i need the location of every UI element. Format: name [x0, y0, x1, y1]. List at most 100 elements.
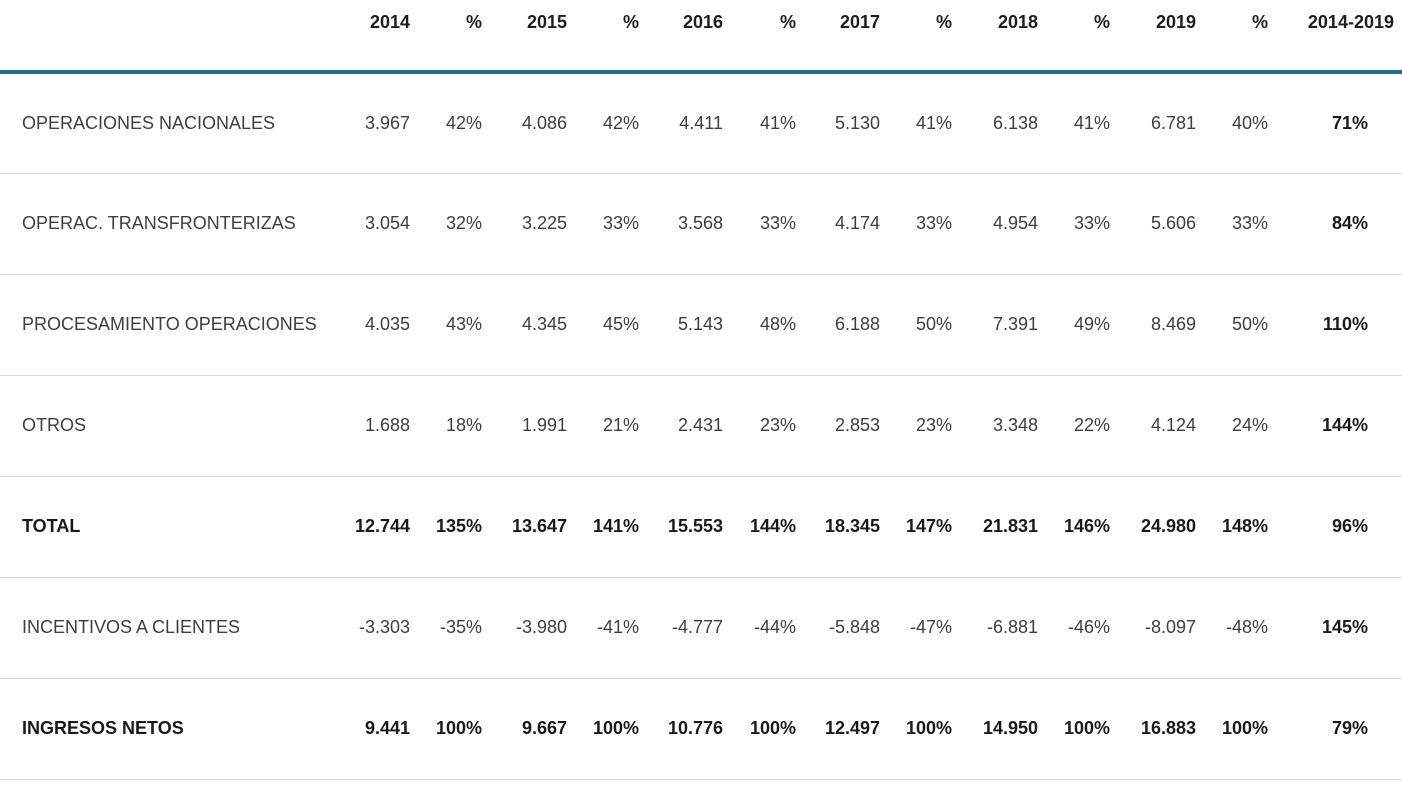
- cell: 100%: [416, 678, 488, 780]
- column-header-2015: 2015: [488, 0, 573, 74]
- column-header-pct-2014: %: [416, 0, 488, 74]
- cell: 10.776: [645, 678, 729, 780]
- cell: -41%: [573, 577, 645, 679]
- cell: 100%: [729, 678, 802, 780]
- table-header: 2014 % 2015 % 2016 % 2017 % 2018 % 2019 …: [0, 0, 1402, 74]
- cell: 148%: [1202, 476, 1274, 578]
- cell-total-variation: 144%: [1274, 375, 1402, 477]
- cell: 3.967: [340, 72, 416, 174]
- cell: 3.225: [488, 173, 573, 275]
- cell: 33%: [886, 173, 958, 275]
- cell: 3.054: [340, 173, 416, 275]
- cell: 18%: [416, 375, 488, 477]
- cell: 33%: [729, 173, 802, 275]
- cell: 141%: [573, 476, 645, 578]
- cell: 13.647: [488, 476, 573, 578]
- cell: 1.688: [340, 375, 416, 477]
- cell: 135%: [416, 476, 488, 578]
- cell: 14.950: [958, 678, 1044, 780]
- cell: -44%: [729, 577, 802, 679]
- cell: 6.188: [802, 274, 886, 376]
- cell: -46%: [1044, 577, 1116, 679]
- cell: 147%: [886, 476, 958, 578]
- cell: 5.143: [645, 274, 729, 376]
- cell: 12.744: [340, 476, 416, 578]
- row-label: PROCESAMIENTO OPERACIONES: [0, 274, 340, 376]
- cell-total-variation: 145%: [1274, 577, 1402, 679]
- cell: 2.431: [645, 375, 729, 477]
- cell: 23%: [729, 375, 802, 477]
- cell: 40%: [1202, 72, 1274, 174]
- cell: 6.781: [1116, 72, 1202, 174]
- cell-total-variation: 96%: [1274, 476, 1402, 578]
- cell: 21.831: [958, 476, 1044, 578]
- cell: -48%: [1202, 577, 1274, 679]
- table-row-net-income: INGRESOS NETOS 9.441 100% 9.667 100% 10.…: [0, 678, 1402, 780]
- cell: 21%: [573, 375, 645, 477]
- table-row: OPERAC. TRANSFRONTERIZAS 3.054 32% 3.225…: [0, 173, 1402, 275]
- column-header-2018: 2018: [958, 0, 1044, 74]
- cell: 41%: [1044, 72, 1116, 174]
- cell: 18.345: [802, 476, 886, 578]
- column-header-2014-2019: 2014-2019: [1274, 0, 1402, 74]
- column-header-pct-2016: %: [729, 0, 802, 74]
- cell: 23%: [886, 375, 958, 477]
- cell: 100%: [886, 678, 958, 780]
- row-label: OPERACIONES NACIONALES: [0, 72, 340, 174]
- cell: 41%: [886, 72, 958, 174]
- cell: 43%: [416, 274, 488, 376]
- cell: 100%: [1044, 678, 1116, 780]
- cell: 4.174: [802, 173, 886, 275]
- column-header-pct-2017: %: [886, 0, 958, 74]
- cell-total-variation: 79%: [1274, 678, 1402, 780]
- cell: 6.138: [958, 72, 1044, 174]
- cell: 24%: [1202, 375, 1274, 477]
- cell-total-variation: 84%: [1274, 173, 1402, 275]
- cell: 146%: [1044, 476, 1116, 578]
- cell: 144%: [729, 476, 802, 578]
- cell: 4.086: [488, 72, 573, 174]
- table-body: OPERACIONES NACIONALES 3.967 42% 4.086 4…: [0, 72, 1402, 780]
- cell: -4.777: [645, 577, 729, 679]
- cell: 12.497: [802, 678, 886, 780]
- cell: 1.991: [488, 375, 573, 477]
- column-header-pct-2015: %: [573, 0, 645, 74]
- row-label: OTROS: [0, 375, 340, 477]
- column-header-2016: 2016: [645, 0, 729, 74]
- cell: -5.848: [802, 577, 886, 679]
- cell: -6.881: [958, 577, 1044, 679]
- cell: 41%: [729, 72, 802, 174]
- cell: 4.124: [1116, 375, 1202, 477]
- cell: -8.097: [1116, 577, 1202, 679]
- cell: -35%: [416, 577, 488, 679]
- cell: 50%: [1202, 274, 1274, 376]
- table-row: OTROS 1.688 18% 1.991 21% 2.431 23% 2.85…: [0, 375, 1402, 477]
- column-header-2019: 2019: [1116, 0, 1202, 74]
- cell: 9.441: [340, 678, 416, 780]
- row-label: OPERAC. TRANSFRONTERIZAS: [0, 173, 340, 275]
- cell: 100%: [573, 678, 645, 780]
- cell: 2.853: [802, 375, 886, 477]
- table-row: PROCESAMIENTO OPERACIONES 4.035 43% 4.34…: [0, 274, 1402, 376]
- cell: 42%: [573, 72, 645, 174]
- cell: 5.606: [1116, 173, 1202, 275]
- cell: 33%: [1202, 173, 1274, 275]
- row-label: INGRESOS NETOS: [0, 678, 340, 780]
- row-label: INCENTIVOS A CLIENTES: [0, 577, 340, 679]
- cell: 49%: [1044, 274, 1116, 376]
- cell: 4.954: [958, 173, 1044, 275]
- cell-total-variation: 110%: [1274, 274, 1402, 376]
- cell: 16.883: [1116, 678, 1202, 780]
- cell: -3.980: [488, 577, 573, 679]
- header-row: 2014 % 2015 % 2016 % 2017 % 2018 % 2019 …: [0, 0, 1402, 74]
- cell: 33%: [1044, 173, 1116, 275]
- column-header-pct-2018: %: [1044, 0, 1116, 74]
- cell: 42%: [416, 72, 488, 174]
- cell: 100%: [1202, 678, 1274, 780]
- cell: -47%: [886, 577, 958, 679]
- cell: 33%: [573, 173, 645, 275]
- cell: -3.303: [340, 577, 416, 679]
- table-row: INCENTIVOS A CLIENTES -3.303 -35% -3.980…: [0, 577, 1402, 679]
- cell: 32%: [416, 173, 488, 275]
